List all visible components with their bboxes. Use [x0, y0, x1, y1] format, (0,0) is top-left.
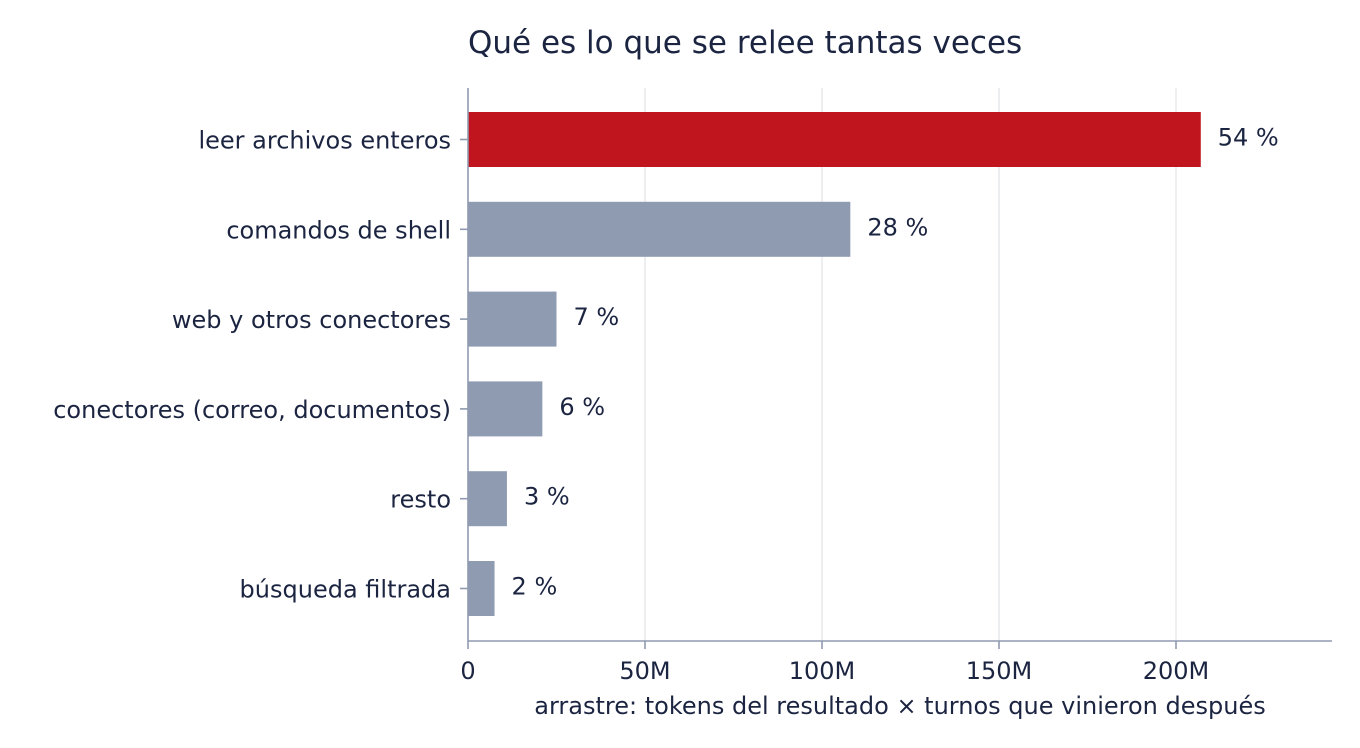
x-tick-label: 200M	[1143, 657, 1210, 685]
x-tick-label: 150M	[966, 657, 1033, 685]
category-label: leer archivos enteros	[198, 127, 451, 155]
bars	[468, 112, 1201, 616]
category-label: conectores (correo, documentos)	[53, 396, 451, 424]
category-label: web y otros conectores	[172, 306, 451, 334]
data-label: 7 %	[574, 303, 620, 331]
x-tick-label: 100M	[789, 657, 856, 685]
bar	[468, 471, 507, 527]
bar	[468, 561, 495, 616]
data-label: 54 %	[1218, 124, 1279, 152]
data-label: 3 %	[524, 483, 570, 511]
x-tick-label: 0	[460, 657, 475, 685]
chart-title: Qué es lo que se relee tantas veces	[468, 25, 1022, 61]
gridlines	[644, 88, 1177, 641]
data-label: 28 %	[867, 213, 928, 241]
category-label: comandos de shell	[226, 216, 451, 244]
labels: 0 50M 100M 150M 200M leer archivos enteros 54 …	[53, 124, 1279, 686]
category-label: búsqueda filtrada	[240, 576, 451, 604]
x-axis-label: arrastre: tokens del resultado × turnos …	[534, 692, 1265, 720]
data-label: 2 %	[512, 573, 558, 601]
bar	[468, 291, 557, 347]
bar	[468, 201, 851, 257]
category-label: resto	[390, 486, 451, 514]
axes	[460, 88, 1332, 649]
x-tick-label: 50M	[619, 657, 670, 685]
bar	[468, 112, 1201, 167]
data-label: 6 %	[559, 393, 605, 421]
bar	[468, 381, 543, 437]
